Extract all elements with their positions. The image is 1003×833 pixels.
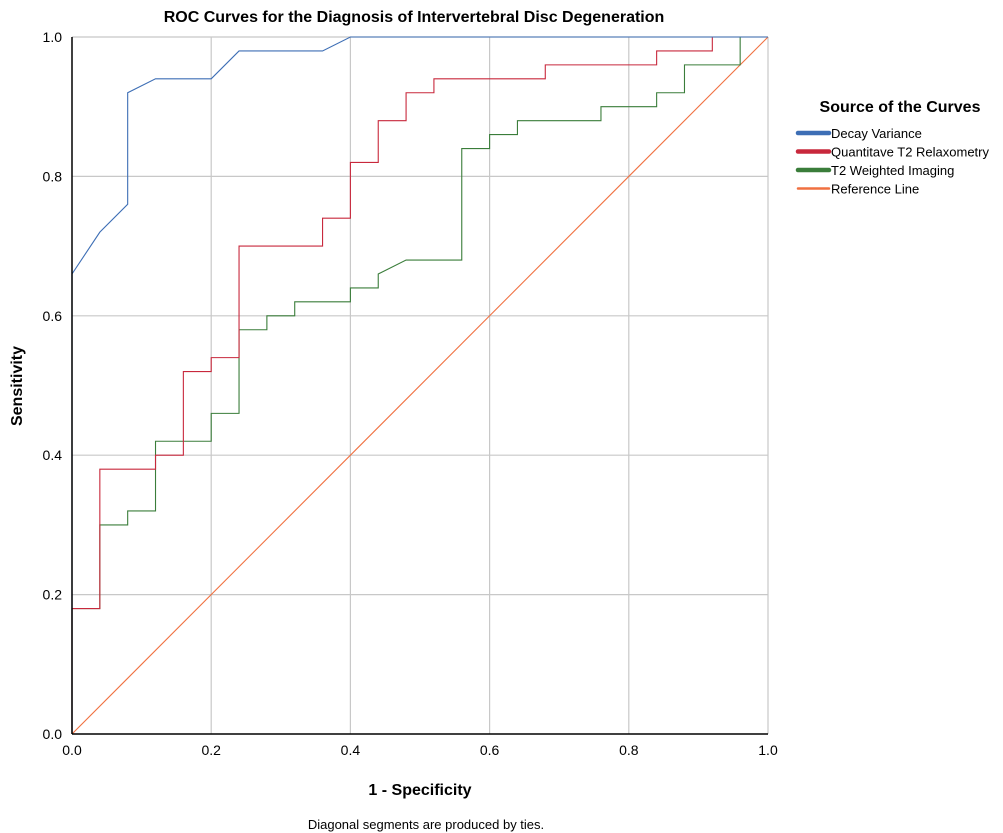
x-tick-label: 1.0 — [758, 742, 778, 758]
y-axis-title: Sensitivity — [9, 346, 26, 426]
series-decay-variance — [71, 36, 768, 734]
x-tick-label: 0.8 — [619, 742, 639, 758]
series-quantitave-t2-relaxometry — [71, 36, 768, 734]
x-tick-labels: 0.0 0.2 0.4 0.6 0.8 1.0 — [62, 742, 778, 758]
chart-title: ROC Curves for the Diagnosis of Interver… — [164, 9, 665, 26]
legend-label-reference-line: Reference Line — [831, 182, 919, 197]
legend-title: Source of the Curves — [820, 99, 981, 116]
y-tick-labels: 0.0 0.2 0.4 0.6 0.8 1.0 — [43, 29, 63, 742]
series-t2-weighted-imaging — [71, 36, 768, 734]
y-tick-label: 0.4 — [43, 447, 63, 463]
y-tick-label: 1.0 — [43, 29, 63, 45]
y-tick-label: 0.8 — [43, 168, 63, 184]
x-tick-label: 0.4 — [341, 742, 361, 758]
legend: Decay Variance Quantitave T2 Relaxometry T… — [795, 126, 989, 197]
x-tick-label: 0.2 — [201, 742, 221, 758]
series-reference-line — [71, 36, 769, 735]
x-tick-label: 0.0 — [62, 742, 82, 758]
x-tick-label: 0.6 — [480, 742, 500, 758]
x-axis-title: 1 - Specificity — [368, 782, 471, 799]
legend-label-quantitave-t2-relaxometry: Quantitave T2 Relaxometry — [831, 145, 989, 160]
footnote: Diagonal segments are produced by ties. — [308, 817, 544, 832]
axes — [71, 37, 768, 735]
y-tick-label: 0.2 — [43, 587, 63, 603]
legend-label-t2-weighted-imaging: T2 Weighted Imaging — [831, 163, 954, 178]
y-tick-label: 0.6 — [43, 308, 63, 324]
legend-label-decay-variance: Decay Variance — [831, 126, 922, 141]
y-tick-label: 0.0 — [43, 726, 63, 742]
series-layer — [71, 36, 769, 735]
